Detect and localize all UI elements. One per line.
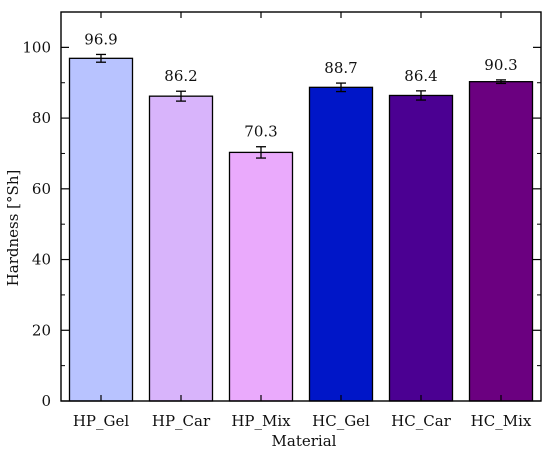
data-label-HC_Car: 86.4: [404, 67, 437, 85]
y-tick-label-0: 0: [41, 392, 51, 410]
bar-HP_Mix: [228, 151, 294, 402]
data-label-HC_Mix: 90.3: [484, 56, 517, 74]
data-label-HP_Car: 86.2: [164, 67, 197, 85]
x-tick-label-HP_Gel: HP_Gel: [73, 412, 130, 430]
y-tick-label-40: 40: [32, 251, 51, 269]
y-tick-label-100: 100: [22, 38, 51, 56]
x-tick-label-HC_Car: HC_Car: [391, 412, 451, 430]
y-tick-label-80: 80: [32, 109, 51, 127]
bar-HC_Mix: [468, 81, 534, 402]
x-tick-label-HC_Mix: HC_Mix: [471, 412, 532, 430]
data-label-HC_Gel: 88.7: [324, 59, 357, 77]
y-tick-label-20: 20: [32, 321, 51, 339]
bar-HC_Gel: [308, 86, 374, 402]
bar-HP_Gel: [68, 57, 134, 402]
plot-frame: [60, 11, 542, 402]
data-label-HP_Mix: 70.3: [244, 123, 277, 141]
y-tick-label-60: 60: [32, 180, 51, 198]
bar-HC_Car: [388, 94, 454, 402]
bar-HP_Car: [148, 95, 214, 402]
x-tick-label-HC_Gel: HC_Gel: [312, 412, 370, 430]
x-axis-title: Material: [272, 432, 337, 450]
x-tick-label-HP_Mix: HP_Mix: [231, 412, 291, 430]
data-label-HP_Gel: 96.9: [84, 30, 117, 48]
plot-area: 96.9 HP_Gel 86.2 HP_Car 70.3 HP_Mix 88.7 HC_Gel…: [22, 11, 542, 430]
x-tick-label-HP_Car: HP_Car: [152, 412, 211, 430]
y-axis-title: Hardness [°Sh]: [4, 170, 22, 287]
